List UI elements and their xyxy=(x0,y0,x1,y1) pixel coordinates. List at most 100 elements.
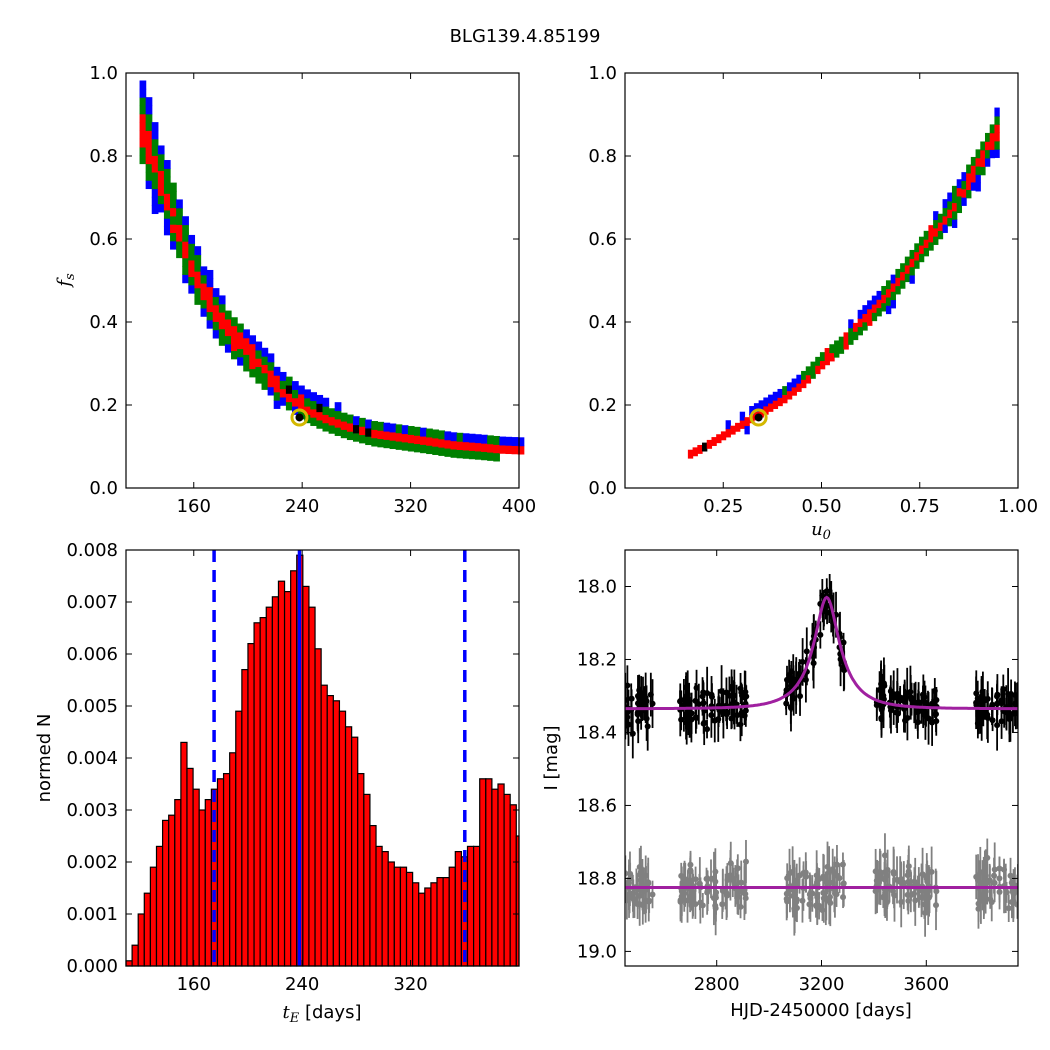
heatmap-cell xyxy=(777,397,783,407)
histogram-bar xyxy=(204,798,212,967)
histogram-bar xyxy=(387,861,395,967)
heatmap-cell xyxy=(206,311,214,321)
heatmap-cell xyxy=(763,405,769,415)
heatmap-cell xyxy=(786,390,793,400)
heatmap-cell xyxy=(231,333,238,343)
heatmap-cell xyxy=(772,400,779,409)
heatmap-cell xyxy=(438,430,446,440)
heatmap-cell xyxy=(432,446,439,455)
data-point xyxy=(978,710,985,717)
heatmap-cell xyxy=(420,435,427,445)
heatmap-cell xyxy=(918,244,925,254)
data-point xyxy=(894,876,901,883)
y-tick-label: 0.4 xyxy=(588,312,617,333)
heatmap-cell xyxy=(139,105,147,115)
heatmap-cell xyxy=(145,171,153,181)
heatmap-cell xyxy=(876,299,882,309)
heatmap-cell xyxy=(914,259,920,269)
heatmap-cell xyxy=(231,317,238,327)
heatmap-cell xyxy=(212,296,220,306)
heatmap-cell xyxy=(994,107,1000,117)
data-point xyxy=(701,719,708,726)
data-point xyxy=(697,899,704,906)
heatmap-cell xyxy=(310,417,318,426)
heatmap-cell xyxy=(782,386,788,396)
heatmap-cell xyxy=(255,358,263,368)
heatmap-cell xyxy=(200,299,208,309)
heatmap-cell xyxy=(984,141,991,151)
heatmap-cell xyxy=(395,440,403,450)
data-point xyxy=(637,868,644,875)
heatmap-cell xyxy=(255,349,263,359)
histogram-bar xyxy=(344,726,353,967)
data-point xyxy=(711,717,718,724)
heatmap-cell xyxy=(182,249,189,259)
heatmap-cell xyxy=(188,259,196,269)
data-point xyxy=(824,863,831,870)
x-tick-label: 160 xyxy=(177,974,211,995)
heatmap-cell xyxy=(933,227,939,237)
data-point xyxy=(991,866,998,873)
heatmap-cell xyxy=(383,439,391,449)
x-tick-label: 1.00 xyxy=(998,496,1038,517)
heatmap-cell xyxy=(975,157,981,167)
heatmap-cell xyxy=(706,439,713,449)
heatmap-cell xyxy=(885,280,892,290)
heatmap-cell xyxy=(994,140,1000,150)
data-point xyxy=(912,897,919,904)
heatmap-cell xyxy=(206,319,214,329)
data-point xyxy=(625,713,630,720)
heatmap-cell xyxy=(511,437,519,446)
heatmap-cell xyxy=(170,240,177,250)
heatmap-cell xyxy=(966,181,972,191)
heatmap-cell xyxy=(237,356,244,366)
heatmap-cell xyxy=(517,445,525,455)
heatmap-cell xyxy=(194,279,202,289)
heatmap-cell xyxy=(881,294,887,304)
figure-title: BLG139.4.85199 xyxy=(450,26,601,47)
heatmap-cell xyxy=(413,435,421,445)
heatmap-cell xyxy=(758,400,764,410)
y-tick-label: 1.0 xyxy=(588,63,617,84)
histogram-bar xyxy=(405,871,414,967)
heatmap-cell xyxy=(151,171,159,181)
heatmap-cell xyxy=(163,226,171,236)
data-point xyxy=(891,892,898,899)
heatmap-cell xyxy=(857,309,863,319)
data-point xyxy=(933,888,940,895)
heatmap-cell xyxy=(420,444,427,454)
heatmap-cell xyxy=(928,241,934,251)
heatmap-cell xyxy=(511,445,519,455)
data-point xyxy=(704,726,711,733)
heatmap-cell xyxy=(182,274,189,284)
heatmap-cell xyxy=(801,370,807,380)
heatmap-cell xyxy=(359,434,366,444)
heatmap-cell xyxy=(462,449,470,459)
histogram-bar xyxy=(338,710,347,967)
heatmap-cell xyxy=(273,366,281,376)
data-point xyxy=(890,694,897,701)
heatmap-cell xyxy=(900,279,906,289)
heatmap-cell xyxy=(505,436,513,446)
heatmap-cell xyxy=(739,420,746,429)
data-point xyxy=(923,713,930,720)
heatmap-cell xyxy=(371,429,378,439)
heatmap-cell xyxy=(151,147,159,156)
y-tick-label: 1.0 xyxy=(89,63,118,84)
heatmap-cell xyxy=(200,307,208,317)
heatmap-cell xyxy=(194,246,202,256)
heatmap-cell xyxy=(994,115,1000,125)
histogram-bar xyxy=(253,622,261,967)
fs-tE-axes-frame xyxy=(125,72,520,489)
data-point xyxy=(647,691,654,698)
fs-u0-best-fit-marker xyxy=(749,408,768,427)
heatmap-cell xyxy=(829,344,835,354)
histogram-bar xyxy=(137,913,145,967)
data-point xyxy=(929,719,936,726)
data-point xyxy=(742,858,749,865)
heatmap-cell xyxy=(151,180,159,190)
histogram-bar xyxy=(143,892,151,967)
heatmap-cell xyxy=(933,236,939,245)
heatmap-cell xyxy=(261,372,269,382)
heatmap-cell xyxy=(426,436,433,446)
